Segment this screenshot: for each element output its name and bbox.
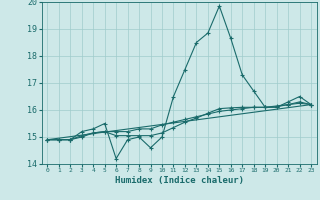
X-axis label: Humidex (Indice chaleur): Humidex (Indice chaleur): [115, 176, 244, 185]
